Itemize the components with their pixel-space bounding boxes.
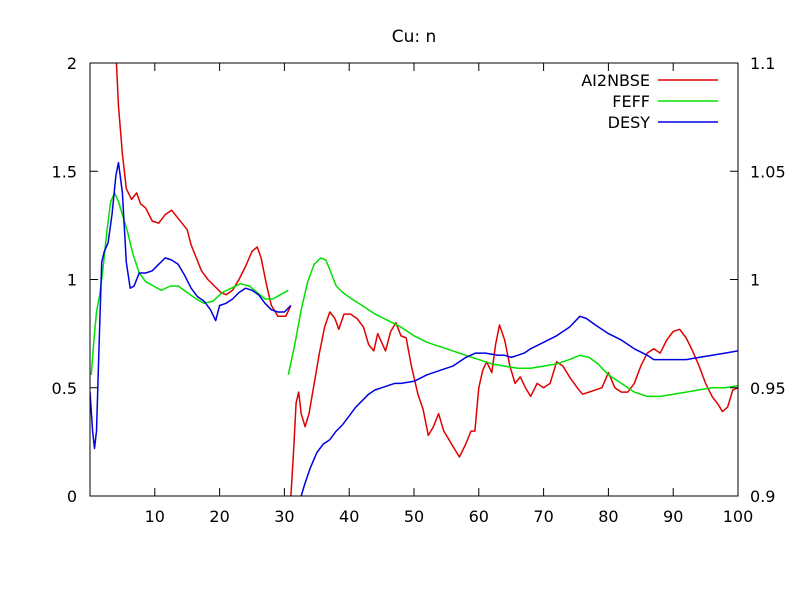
y-axis-left: 0 0.5 1 1.5 2 (52, 54, 98, 506)
x-tick-label: 50 (404, 507, 424, 526)
y-tick-label: 0.5 (52, 379, 77, 398)
plot-data-layer (90, 63, 738, 496)
legend-label-ai2nbse: AI2NBSE (581, 71, 650, 90)
y2-tick-label: 0.9 (750, 487, 775, 506)
x-tick-label: 20 (209, 507, 229, 526)
legend-label-desy: DESY (608, 113, 651, 132)
x-tick-label: 90 (663, 507, 683, 526)
series-line-ai2nbse-segment-1 (115, 63, 292, 318)
series-line-feff-segment-1 (90, 192, 289, 375)
y-axis-right: 0.9 0.95 1 1.05 1.1 (730, 54, 786, 506)
chart-title: Cu: n (392, 27, 437, 47)
y2-tick-label: 1.1 (750, 54, 775, 73)
legend: AI2NBSE FEFF DESY (581, 71, 718, 132)
x-axis: 10 20 30 40 50 60 70 80 90 100 (145, 63, 754, 526)
series-line-desy-segment-2 (300, 315, 738, 496)
series-line-desy-segment-1 (90, 161, 292, 450)
x-tick-label: 40 (339, 507, 359, 526)
x-tick-label: 80 (598, 507, 618, 526)
x-tick-label: 100 (723, 507, 754, 526)
x-tick-label: 70 (533, 507, 553, 526)
y-tick-label: 2 (67, 54, 77, 73)
series-line-ai2nbse-segment-2 (290, 311, 738, 496)
y-tick-label: 1 (67, 271, 77, 290)
y-tick-label: 1.5 (52, 162, 77, 181)
x-tick-label: 30 (274, 507, 294, 526)
x-tick-label: 60 (469, 507, 489, 526)
legend-label-feff: FEFF (612, 92, 650, 111)
y-tick-label: 0 (67, 487, 77, 506)
series-line-feff-segment-2 (287, 257, 738, 398)
y2-tick-label: 0.95 (750, 379, 786, 398)
x-tick-label: 10 (145, 507, 165, 526)
y2-tick-label: 1 (750, 271, 760, 290)
y2-tick-label: 1.05 (750, 162, 786, 181)
